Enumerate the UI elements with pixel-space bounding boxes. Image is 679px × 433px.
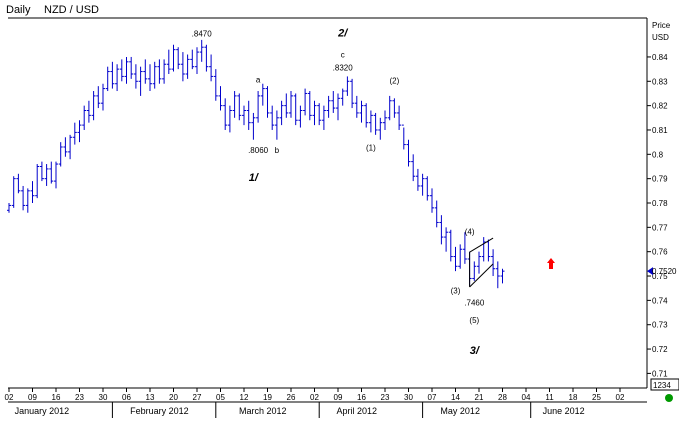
x-tick-label: 28 bbox=[498, 393, 507, 402]
y-tick-label: 0.75 bbox=[652, 272, 668, 281]
y-tick-label: 0.78 bbox=[652, 199, 668, 208]
price-axis-currency: USD bbox=[652, 33, 669, 42]
price-axis-title: Price bbox=[652, 21, 671, 30]
month-label: June 2012 bbox=[543, 406, 585, 416]
wave-label: 3/ bbox=[470, 345, 481, 357]
current-price-pointer bbox=[647, 267, 653, 276]
price-annotation: .7460 bbox=[464, 299, 485, 308]
x-tick-label: 13 bbox=[146, 393, 155, 402]
x-tick-label: 09 bbox=[28, 393, 37, 402]
volume-label: 1234 bbox=[653, 381, 671, 390]
price-annotation: b bbox=[275, 146, 280, 155]
x-tick-label: 27 bbox=[193, 393, 202, 402]
price-annotation: (4) bbox=[465, 228, 475, 237]
x-tick-label: 25 bbox=[592, 393, 601, 402]
y-tick-label: 0.71 bbox=[652, 369, 668, 378]
x-tick-label: 11 bbox=[545, 393, 554, 402]
x-tick-label: 02 bbox=[616, 393, 625, 402]
y-tick-label: 0.81 bbox=[652, 126, 668, 135]
y-tick-label: 0.82 bbox=[652, 102, 668, 111]
volume-box bbox=[650, 378, 679, 391]
y-tick-label: 0.73 bbox=[652, 321, 668, 330]
y-tick-label: 0.72 bbox=[652, 345, 668, 354]
current-price-label: 0.7520 bbox=[652, 267, 677, 276]
wave-label: 1/ bbox=[249, 172, 260, 184]
chart-symbol-label: NZD / USD bbox=[44, 4, 99, 16]
price-annotation: (5) bbox=[469, 316, 479, 325]
month-label: January 2012 bbox=[15, 406, 70, 416]
month-label: March 2012 bbox=[239, 406, 287, 416]
y-tick-label: 0.8 bbox=[652, 150, 664, 159]
x-tick-label: 16 bbox=[357, 393, 366, 402]
x-tick-label: 09 bbox=[334, 393, 343, 402]
price-annotation: (1) bbox=[366, 144, 376, 153]
x-tick-label: 02 bbox=[310, 393, 319, 402]
month-label: May 2012 bbox=[440, 406, 480, 416]
x-tick-label: 23 bbox=[75, 393, 84, 402]
price-annotation: (2) bbox=[390, 77, 400, 86]
y-tick-label: 0.74 bbox=[652, 296, 668, 305]
x-tick-label: 26 bbox=[287, 393, 296, 402]
y-tick-label: 0.84 bbox=[652, 53, 668, 62]
x-tick-label: 18 bbox=[569, 393, 578, 402]
chart-period-label: Daily bbox=[6, 4, 31, 16]
price-annotation: a bbox=[256, 76, 261, 85]
x-tick-label: 30 bbox=[404, 393, 413, 402]
wedge-lower-line bbox=[469, 263, 494, 288]
x-tick-label: 04 bbox=[522, 393, 531, 402]
price-annotation: .8320 bbox=[333, 64, 354, 73]
month-label: February 2012 bbox=[130, 406, 189, 416]
x-tick-label: 14 bbox=[451, 393, 460, 402]
x-tick-label: 06 bbox=[122, 393, 131, 402]
x-tick-label: 20 bbox=[169, 393, 178, 402]
y-tick-label: 0.77 bbox=[652, 223, 668, 232]
x-tick-label: 02 bbox=[5, 393, 14, 402]
x-tick-label: 16 bbox=[52, 393, 61, 402]
x-tick-label: 23 bbox=[381, 393, 390, 402]
y-tick-label: 0.76 bbox=[652, 248, 668, 257]
y-tick-label: 0.79 bbox=[652, 175, 668, 184]
wave-label: 2/ bbox=[337, 27, 349, 39]
x-tick-label: 07 bbox=[428, 393, 437, 402]
x-tick-label: 12 bbox=[240, 393, 249, 402]
x-tick-label: 05 bbox=[216, 393, 225, 402]
price-annotation: .8470 bbox=[192, 30, 213, 39]
x-tick-label: 21 bbox=[475, 393, 484, 402]
price-annotation: .8060 bbox=[248, 146, 269, 155]
price-annotation: (3) bbox=[451, 287, 461, 296]
y-tick-label: 0.83 bbox=[652, 77, 668, 86]
green-circle-icon[interactable] bbox=[665, 394, 673, 402]
up-arrow-icon bbox=[547, 258, 555, 269]
wedge-upper-line bbox=[469, 237, 494, 253]
x-tick-label: 30 bbox=[99, 393, 108, 402]
x-tick-label: 19 bbox=[263, 393, 272, 402]
month-label: April 2012 bbox=[337, 406, 378, 416]
price-annotation: c bbox=[341, 50, 345, 59]
